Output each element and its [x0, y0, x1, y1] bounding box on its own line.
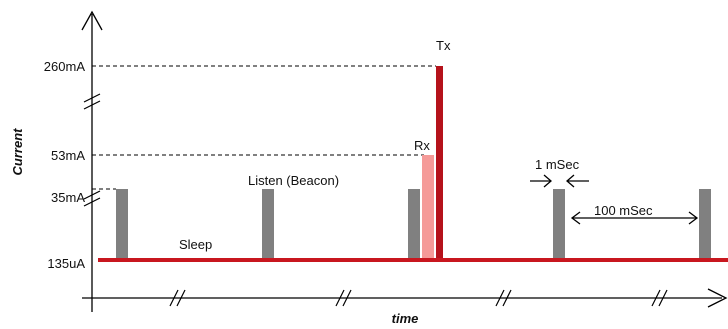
- x-axis-arrow-icon: [707, 288, 728, 308]
- level-label-260ma: 260mA: [44, 59, 86, 74]
- level-label-135ua: 135uA: [47, 256, 85, 271]
- pulse-period-indicator: [570, 211, 699, 225]
- tx-pulse: [436, 66, 443, 260]
- level-guides: [92, 65, 436, 190]
- x-axis-title: time: [392, 311, 419, 326]
- y-axis-title: Current: [10, 128, 25, 176]
- y-axis-break-icon: [83, 93, 101, 207]
- y-axis: [81, 10, 103, 312]
- listen-pulse: [408, 189, 420, 260]
- pulse-width-indicator: [530, 174, 589, 188]
- arrow-right-icon: [543, 174, 552, 188]
- pulse-period-label: 100 mSec: [594, 203, 653, 218]
- listen-pulses: [116, 189, 711, 260]
- sleep-label: Sleep: [179, 237, 212, 252]
- arrow-left-icon: [570, 211, 581, 225]
- tx-label: Tx: [436, 38, 451, 53]
- y-axis-arrow-icon: [81, 10, 103, 31]
- arrow-right-icon: [688, 211, 699, 225]
- arrow-left-icon: [566, 174, 575, 188]
- pulse-width-label: 1 mSec: [535, 157, 580, 172]
- listen-pulse: [699, 189, 711, 260]
- x-axis-break-icon: [169, 289, 668, 307]
- listen-pulse: [262, 189, 274, 260]
- rx-label: Rx: [414, 138, 430, 153]
- level-label-35ma: 35mA: [51, 190, 85, 205]
- x-axis: [82, 288, 728, 308]
- level-label-53ma: 53mA: [51, 148, 85, 163]
- listen-pulse: [116, 189, 128, 260]
- listen-pulse: [553, 189, 565, 260]
- listen-label: Listen (Beacon): [248, 173, 339, 188]
- rx-pulse: [422, 155, 434, 260]
